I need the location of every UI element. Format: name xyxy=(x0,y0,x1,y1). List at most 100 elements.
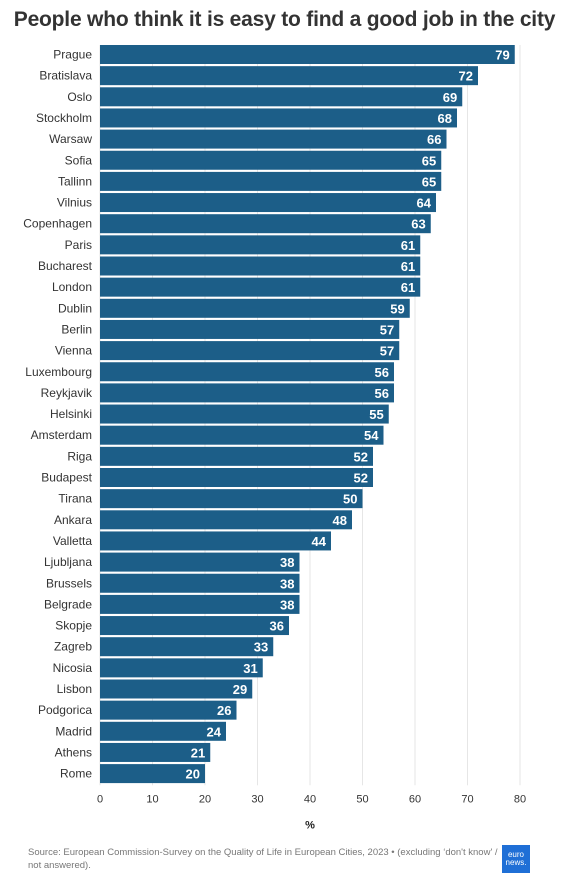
category-label: Copenhagen xyxy=(23,217,92,231)
bar xyxy=(100,45,515,64)
bar xyxy=(100,383,394,403)
x-tick-label: 60 xyxy=(409,793,421,805)
value-label: 61 xyxy=(401,238,415,253)
value-label: 56 xyxy=(375,386,389,401)
value-label: 54 xyxy=(364,428,379,443)
value-label: 55 xyxy=(369,407,383,422)
bar xyxy=(100,700,237,720)
category-label: Oslo xyxy=(67,90,92,104)
value-label: 64 xyxy=(417,196,432,211)
logo-line-2: news. xyxy=(505,858,527,867)
bar xyxy=(100,679,253,699)
bar xyxy=(100,425,384,445)
category-label: Vilnius xyxy=(57,196,92,210)
bar xyxy=(100,108,457,128)
value-label: 72 xyxy=(459,69,473,84)
value-label: 52 xyxy=(354,471,368,486)
bar xyxy=(100,214,431,234)
bar xyxy=(100,573,300,593)
category-label: Zagreb xyxy=(54,640,92,654)
category-label: Reykjavik xyxy=(41,386,93,400)
category-label: Nicosia xyxy=(53,661,93,675)
bar xyxy=(100,489,363,509)
value-label: 63 xyxy=(411,217,425,232)
x-tick-label: 50 xyxy=(356,793,368,805)
category-label: Ankara xyxy=(54,513,92,527)
bar xyxy=(100,298,410,318)
value-label: 50 xyxy=(343,492,357,507)
value-label: 69 xyxy=(443,90,457,105)
x-tick-label: 70 xyxy=(461,793,473,805)
category-label: Amsterdam xyxy=(31,428,92,442)
category-label: Vienna xyxy=(55,344,92,358)
category-label: Paris xyxy=(65,238,92,252)
bar xyxy=(100,66,478,86)
value-label: 57 xyxy=(380,322,394,337)
bar xyxy=(100,341,400,361)
bar xyxy=(100,256,421,276)
bar xyxy=(100,277,421,297)
bar xyxy=(100,362,394,382)
bar xyxy=(100,510,352,530)
bar xyxy=(100,87,463,107)
category-label: Athens xyxy=(55,745,92,759)
category-label: Dublin xyxy=(58,301,92,315)
x-tick-label: 10 xyxy=(146,793,158,805)
category-label: Madrid xyxy=(55,724,92,738)
category-label: Warsaw xyxy=(49,132,92,146)
bar xyxy=(100,193,436,213)
value-label: 26 xyxy=(217,703,231,718)
bar xyxy=(100,468,373,487)
value-label: 79 xyxy=(495,48,509,63)
bar xyxy=(100,446,373,466)
chart-title: People who think it is easy to find a go… xyxy=(13,8,556,31)
bar xyxy=(100,764,205,784)
category-label: Valletta xyxy=(53,534,92,548)
bar xyxy=(100,658,263,678)
bar xyxy=(100,150,442,170)
x-tick-label: 20 xyxy=(199,793,211,805)
bar xyxy=(100,319,400,339)
value-label: 52 xyxy=(354,449,368,464)
bar xyxy=(100,742,211,762)
category-label: Lisbon xyxy=(57,682,92,696)
category-label: Helsinki xyxy=(50,407,92,421)
x-tick-label: 40 xyxy=(304,793,316,805)
bar xyxy=(100,721,226,741)
category-label: London xyxy=(52,280,92,294)
category-label: Tirana xyxy=(58,492,92,506)
value-label: 31 xyxy=(243,661,257,676)
value-label: 65 xyxy=(422,174,436,189)
category-label: Belgrade xyxy=(44,597,92,611)
value-label: 29 xyxy=(233,682,247,697)
bar xyxy=(100,171,442,191)
value-label: 68 xyxy=(438,111,452,126)
category-label: Ljubljana xyxy=(44,555,92,569)
value-label: 38 xyxy=(280,597,294,612)
category-label: Sofia xyxy=(65,153,93,167)
category-label: Bratislava xyxy=(39,69,92,83)
category-label: Luxembourg xyxy=(25,365,92,379)
value-label: 48 xyxy=(333,513,347,528)
bar xyxy=(100,404,389,424)
value-label: 59 xyxy=(390,301,404,316)
bar xyxy=(100,637,274,657)
category-label: Tallinn xyxy=(58,174,92,188)
value-label: 61 xyxy=(401,259,415,274)
category-label: Podgorica xyxy=(38,703,92,717)
value-label: 56 xyxy=(375,365,389,380)
euronews-logo: euro news. xyxy=(502,845,530,873)
value-label: 38 xyxy=(280,576,294,591)
x-axis-title: % xyxy=(305,819,315,831)
value-label: 61 xyxy=(401,280,415,295)
value-label: 24 xyxy=(207,724,222,739)
value-label: 65 xyxy=(422,153,436,168)
x-tick-label: 30 xyxy=(251,793,263,805)
category-label: Brussels xyxy=(46,576,92,590)
value-label: 21 xyxy=(191,745,205,760)
value-label: 57 xyxy=(380,344,394,359)
bar xyxy=(100,594,300,614)
logo-line-1: euro xyxy=(507,850,524,859)
category-label: Budapest xyxy=(41,471,92,485)
category-label: Rome xyxy=(60,767,92,781)
